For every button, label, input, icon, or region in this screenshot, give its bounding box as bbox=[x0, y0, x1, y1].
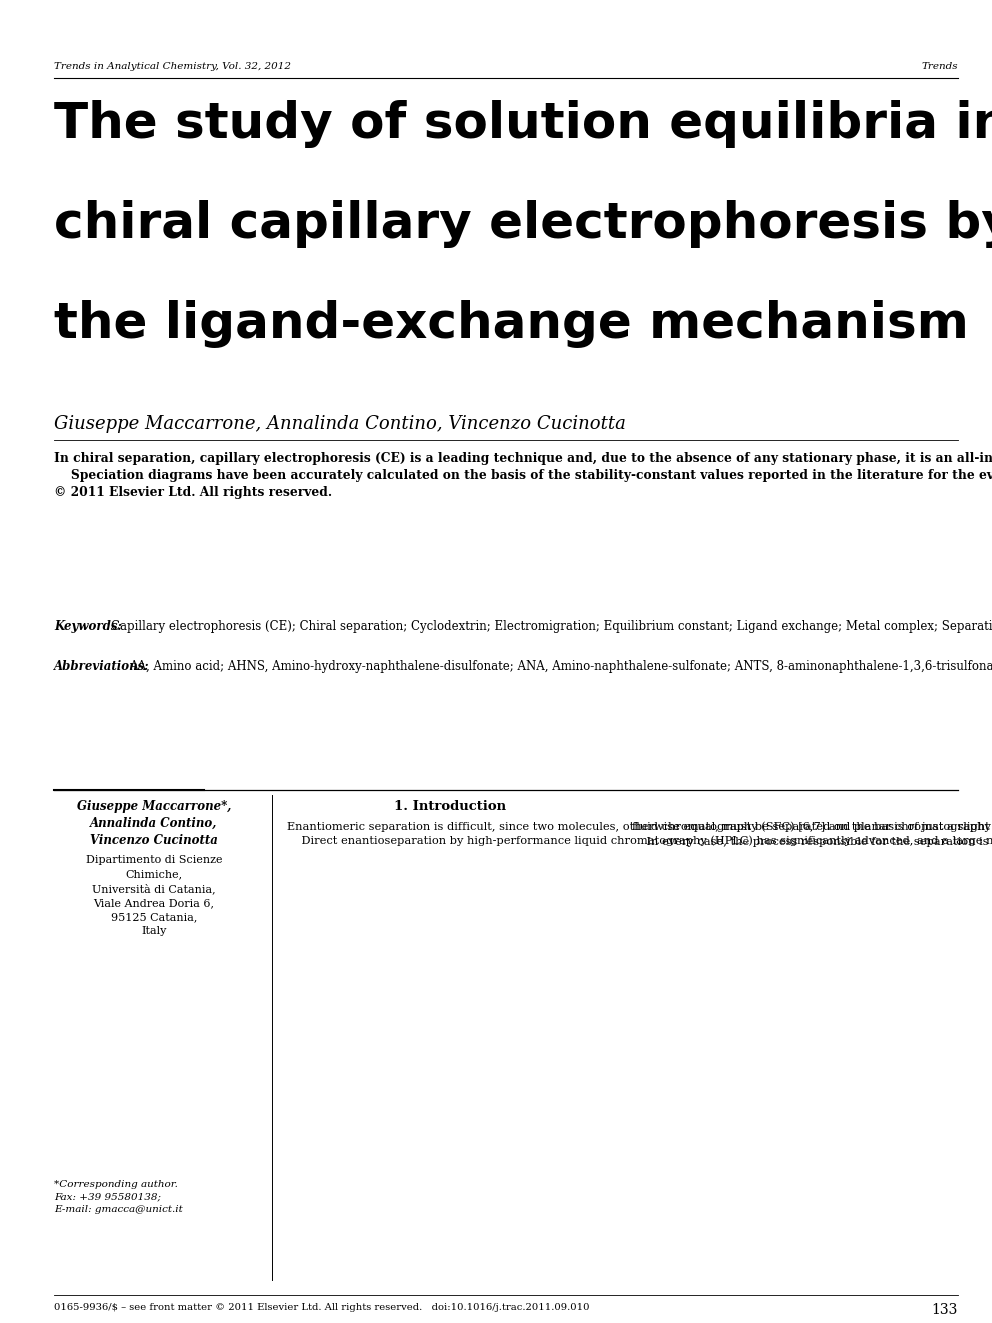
Text: Vincenzo Cucinotta: Vincenzo Cucinotta bbox=[90, 833, 218, 847]
Text: The study of solution equilibria in: The study of solution equilibria in bbox=[54, 101, 992, 148]
Text: fluid chromatography (SFC) [6,7] and planar chromatography (PC) [8,9]. Electromi: fluid chromatography (SFC) [6,7] and pla… bbox=[633, 822, 992, 847]
Text: 133: 133 bbox=[931, 1303, 958, 1316]
Text: Trends: Trends bbox=[922, 62, 958, 71]
Text: the ligand-exchange mechanism: the ligand-exchange mechanism bbox=[54, 300, 969, 348]
Text: 0165-9936/$ – see front matter © 2011 Elsevier Ltd. All rights reserved.   doi:1: 0165-9936/$ – see front matter © 2011 El… bbox=[54, 1303, 589, 1312]
Text: Trends in Analytical Chemistry, Vol. 32, 2012: Trends in Analytical Chemistry, Vol. 32,… bbox=[54, 62, 291, 71]
Text: chiral capillary electrophoresis by: chiral capillary electrophoresis by bbox=[54, 200, 992, 247]
Text: AA, Amino acid; AHNS, Amino-hydroxy-naphthalene-disulfonate; ANA, Amino-naphthal: AA, Amino acid; AHNS, Amino-hydroxy-naph… bbox=[129, 660, 992, 673]
Text: Giuseppe Maccarrone*,: Giuseppe Maccarrone*, bbox=[76, 800, 231, 814]
Text: 1. Introduction: 1. Introduction bbox=[394, 800, 506, 814]
Text: Annalinda Contino,: Annalinda Contino, bbox=[90, 818, 217, 830]
Text: Giuseppe Maccarrone, Annalinda Contino, Vincenzo Cucinotta: Giuseppe Maccarrone, Annalinda Contino, … bbox=[54, 415, 626, 433]
Text: Dipartimento di Scienze
Chimiche,
Università di Catania,
Viale Andrea Doria 6,
9: Dipartimento di Scienze Chimiche, Univer… bbox=[85, 855, 222, 937]
Text: Capillary electrophoresis (CE); Chiral separation; Cyclodextrin; Electromigratio: Capillary electrophoresis (CE); Chiral s… bbox=[111, 620, 992, 632]
Text: Keywords:: Keywords: bbox=[54, 620, 122, 632]
Text: In chiral separation, capillary electrophoresis (CE) is a leading technique and,: In chiral separation, capillary electrop… bbox=[54, 452, 992, 499]
Text: Abbreviations:: Abbreviations: bbox=[54, 660, 150, 673]
Text: Enantiomeric separation is difficult, since two molecules, otherwise equal, must: Enantiomeric separation is difficult, si… bbox=[287, 822, 992, 845]
Text: *Corresponding author.
Fax: +39 95580138;
E-mail: gmacca@unict.it: *Corresponding author. Fax: +39 95580138… bbox=[54, 1180, 183, 1215]
